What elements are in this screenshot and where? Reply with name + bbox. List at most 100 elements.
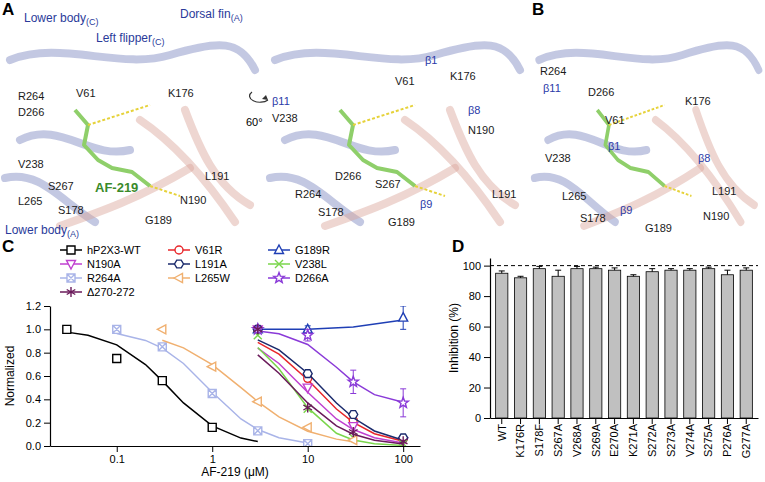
label-text: V61	[605, 114, 625, 126]
fit-curve	[67, 332, 258, 441]
legend-label: L191A	[195, 258, 227, 270]
error-bar	[536, 266, 542, 268]
tick-label: 0.0	[26, 440, 41, 452]
tick-label: 1	[210, 453, 216, 465]
tick: 0.1	[110, 446, 125, 465]
tick-mark	[633, 418, 634, 424]
tick: 0.6	[26, 370, 50, 382]
error-bar	[687, 269, 693, 271]
label-text: G189	[388, 216, 415, 228]
rotation-arrow	[250, 92, 268, 102]
data-point	[113, 325, 121, 333]
tick-label: S269A	[590, 423, 602, 457]
legend-marker	[67, 274, 75, 282]
bar	[665, 270, 677, 418]
label-text: K176	[685, 95, 711, 107]
data-point	[113, 355, 121, 363]
structure-label-residue: V61	[76, 87, 96, 99]
tick: 100	[463, 260, 490, 272]
structure-label-residue: V61	[395, 75, 415, 87]
tick: K176R	[514, 418, 526, 458]
error-bar	[518, 276, 524, 278]
axis-line	[490, 259, 491, 419]
structure-panels: Lower body(C)Left flipper(C)Dorsal fin(A…	[5, 7, 759, 239]
label-text: V238	[545, 152, 571, 164]
label-text: L191	[205, 170, 229, 182]
label-subscript: (A)	[231, 13, 243, 23]
structure-label-residue: G189	[388, 216, 415, 228]
structure-label-strand: β11	[272, 95, 290, 107]
bar	[608, 270, 620, 418]
rotation-arrowhead	[262, 95, 268, 100]
ribbon	[548, 134, 647, 151]
label-text: L191	[492, 188, 516, 200]
legend: hP2X3-WTV61RG189RN190AL191AV238LR264AL26…	[60, 244, 330, 298]
legend-item: D266A	[268, 272, 329, 284]
data-point	[253, 324, 263, 334]
structure-label-residue: V238	[545, 152, 571, 164]
data-point	[348, 436, 357, 445]
tick-mark	[520, 418, 521, 424]
tick: 0.0	[26, 440, 50, 452]
tick: 20	[469, 382, 490, 394]
label-subscript: (A)	[67, 229, 79, 239]
panel-letter: B	[532, 0, 544, 19]
data-point	[348, 376, 358, 386]
error-bar	[612, 268, 618, 270]
bar	[627, 276, 639, 418]
tick-label: 40	[469, 351, 481, 363]
tick-label: 80	[469, 290, 481, 302]
legend-item: Δ270-272	[60, 286, 135, 298]
tick-label: E270A	[608, 423, 620, 457]
rotation-label: 60°	[246, 116, 263, 128]
bar	[514, 278, 526, 418]
tick-mark	[44, 353, 50, 354]
data-point	[398, 397, 408, 407]
tick-mark	[484, 327, 490, 328]
tick-mark	[708, 418, 709, 424]
legend-marker	[275, 245, 284, 254]
tick-mark	[727, 418, 728, 424]
legend-label: R264A	[87, 272, 121, 284]
structure-label-residue: R264	[295, 188, 321, 200]
tick-label: 0	[475, 412, 481, 424]
tick-label: 1.0	[26, 323, 41, 335]
figure: Lower body(C)Left flipper(C)Dorsal fin(A…	[0, 0, 765, 482]
structure-label-strand: β9	[420, 198, 432, 210]
error-bar	[668, 269, 674, 271]
label-text: G189	[645, 222, 672, 234]
tick: S267A	[552, 418, 564, 457]
structure-label-residue: V238	[18, 158, 44, 170]
bar	[684, 270, 696, 418]
structure-label-residue: N190	[468, 124, 494, 136]
tick-mark	[44, 306, 50, 307]
error-bar	[724, 270, 730, 275]
tick-label: S267A	[552, 423, 564, 457]
label-text: Dorsal fin	[180, 7, 231, 21]
ribbon	[20, 134, 130, 151]
x-axis-title: AF-219 (μM)	[201, 465, 269, 479]
label-text: Lower body	[5, 223, 67, 237]
tick: 1.0	[26, 323, 50, 335]
label-text: D266	[588, 86, 614, 98]
legend-label: D266A	[295, 272, 329, 284]
axis-line	[50, 307, 51, 447]
tick: 0.2	[26, 417, 50, 429]
legend-item: N190A	[60, 258, 121, 270]
label-text: β8	[468, 104, 480, 116]
panel-letter: A	[2, 0, 14, 19]
tick-mark	[44, 399, 50, 400]
tick: 60	[469, 321, 490, 333]
label-text: S267	[375, 178, 401, 190]
structure-label-strand: β8	[468, 104, 480, 116]
legend-label: Δ270-272	[87, 286, 135, 298]
structure-label-residue: G189	[645, 222, 672, 234]
label-text: β1	[608, 140, 620, 152]
tick: G277A	[740, 418, 752, 458]
legend-label: V238L	[295, 258, 327, 270]
structure-label-residue: L191	[492, 188, 516, 200]
data-point	[253, 324, 262, 334]
bar	[721, 275, 733, 418]
tick-label: 20	[469, 382, 481, 394]
bar	[552, 276, 564, 418]
